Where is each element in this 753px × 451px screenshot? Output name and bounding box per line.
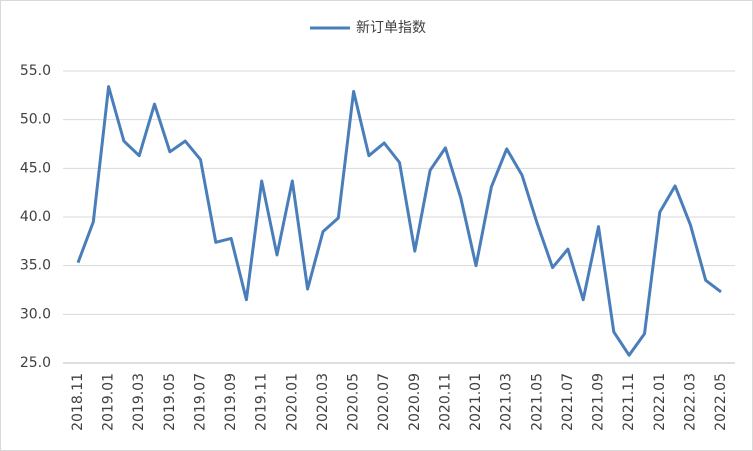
x-tick-label: 2020.07 [376, 373, 392, 431]
x-tick-label: 2018.11 [70, 373, 86, 431]
x-tick-label: 2021.09 [591, 373, 607, 431]
y-tick-label: 45.0 [20, 160, 51, 176]
x-tick-label: 2019.11 [254, 373, 270, 431]
x-tick-label: 2021.01 [468, 373, 484, 431]
y-tick-label: 50.0 [20, 112, 51, 128]
x-tick-label: 2019.07 [192, 373, 208, 431]
legend-label: 新订单指数 [356, 20, 426, 36]
y-tick-label: 30.0 [20, 306, 51, 322]
x-tick-label: 2019.01 [101, 373, 117, 431]
data-line [76, 85, 722, 357]
y-tick-label: 55.0 [20, 63, 51, 79]
x-tick-label: 2022.03 [682, 373, 698, 431]
y-tick-label: 40.0 [20, 209, 51, 225]
x-tick-label: 2022.01 [652, 373, 668, 431]
x-tick-label: 2021.11 [621, 373, 637, 431]
x-tick-label: 2022.05 [713, 373, 729, 431]
x-tick-label: 2020.11 [437, 373, 453, 431]
x-tick-label: 2019.03 [131, 373, 147, 431]
x-tick-label: 2021.05 [529, 373, 545, 431]
x-tick-label: 2020.09 [407, 373, 423, 431]
x-tick-label: 2019.09 [223, 373, 239, 431]
x-tick-label: 2021.07 [560, 373, 576, 431]
x-tick-label: 2020.05 [346, 373, 362, 431]
x-tick-label: 2019.05 [162, 373, 178, 431]
y-tick-label: 25.0 [20, 355, 51, 371]
x-tick-label: 2020.03 [315, 373, 331, 431]
x-tick-label: 2020.01 [284, 373, 300, 431]
x-tick-label: 2021.03 [499, 373, 515, 431]
y-tick-label: 35.0 [20, 258, 51, 274]
